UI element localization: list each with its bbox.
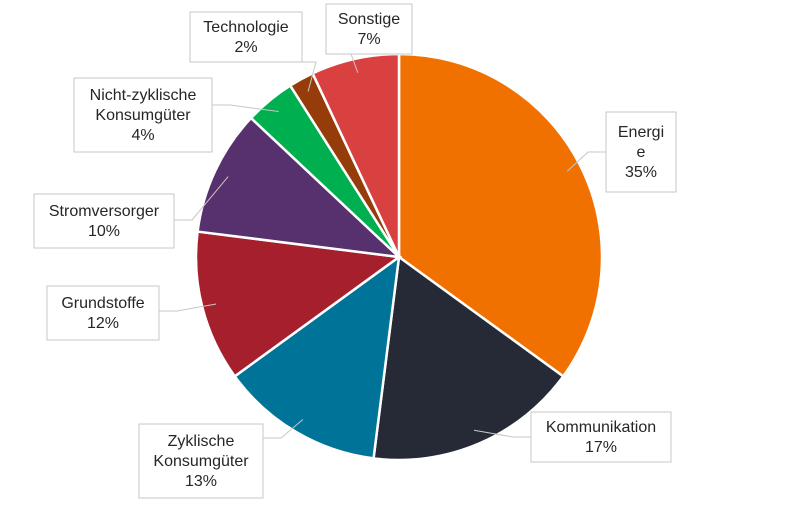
data-label-box-grundstoffe bbox=[46, 285, 160, 341]
data-label-percent: 17% bbox=[585, 439, 617, 456]
data-label-name: Konsumgüter bbox=[95, 107, 191, 124]
data-label-grundstoffe: Grundstoffe 12% bbox=[61, 295, 144, 332]
data-label-percent: 35% bbox=[625, 164, 657, 181]
data-label-name: Konsumgüter bbox=[153, 453, 249, 470]
data-label-name: Technologie bbox=[203, 19, 289, 36]
leader-line-stromversorger bbox=[174, 176, 229, 221]
leader-line-energie bbox=[566, 151, 606, 172]
data-label-box-kommunikation bbox=[530, 411, 672, 463]
pie-slices bbox=[194, 52, 604, 462]
data-label-technologie: Technologie 2% bbox=[203, 19, 289, 56]
data-label-energie: Energi e 35% bbox=[618, 124, 664, 181]
pie-slice-kommunikation bbox=[372, 254, 565, 462]
pie-slice-stromversorger bbox=[196, 116, 403, 259]
data-label-name: Kommunikation bbox=[546, 419, 656, 436]
data-label-percent: 7% bbox=[357, 31, 380, 48]
data-label-box-sonstige bbox=[325, 3, 413, 55]
data-label-stromversorger: Stromversorger 10% bbox=[49, 203, 160, 240]
data-label-name: Energi bbox=[618, 124, 664, 141]
leader-line-technologie bbox=[298, 61, 317, 92]
pie-slice-grundstoffe bbox=[194, 230, 403, 379]
data-label-name: Nicht-zyklische bbox=[90, 87, 197, 104]
data-label-box-stromversorger bbox=[33, 193, 175, 249]
data-label-percent: 10% bbox=[88, 223, 120, 240]
pie-slice-zyklische-konsumguter bbox=[233, 254, 401, 460]
data-label-name: e bbox=[637, 144, 646, 161]
data-label-box-technologie bbox=[189, 11, 303, 63]
data-label-nicht-zyklische-konsumguter: Nicht-zyklische Konsumgüter 4% bbox=[90, 87, 197, 144]
leader-line-grundstoffe bbox=[159, 303, 217, 312]
data-label-kommunikation: Kommunikation 17% bbox=[546, 419, 656, 456]
data-label-box-nicht-zyklische-konsumguter bbox=[73, 77, 213, 153]
data-label-name: Sonstige bbox=[338, 11, 400, 28]
data-label-box-energie bbox=[605, 111, 677, 193]
data-label-zyklische-konsumguter: Zyklische Konsumgüter 13% bbox=[153, 433, 249, 490]
leader-line-nicht-zyklische-konsumguter bbox=[212, 104, 279, 113]
data-label-percent: 4% bbox=[131, 127, 154, 144]
leader-line-kommunikation bbox=[473, 429, 531, 438]
data-label-name: Zyklische bbox=[168, 433, 235, 450]
data-label-sonstige: Sonstige 7% bbox=[338, 11, 400, 48]
data-label-percent: 2% bbox=[234, 39, 257, 56]
leader-line-zyklische-konsumguter bbox=[263, 419, 304, 439]
data-label-name: Stromversorger bbox=[49, 203, 160, 220]
pie-labels: Energi e 35% Kommunikation 17% Zyklische Konsu… bbox=[33, 3, 677, 499]
data-label-box-zyklische-konsumguter bbox=[138, 423, 264, 499]
pie-slice-energie bbox=[397, 52, 604, 379]
data-label-name: Grundstoffe bbox=[61, 295, 144, 312]
data-label-percent: 12% bbox=[87, 315, 119, 332]
data-label-percent: 13% bbox=[185, 473, 217, 490]
